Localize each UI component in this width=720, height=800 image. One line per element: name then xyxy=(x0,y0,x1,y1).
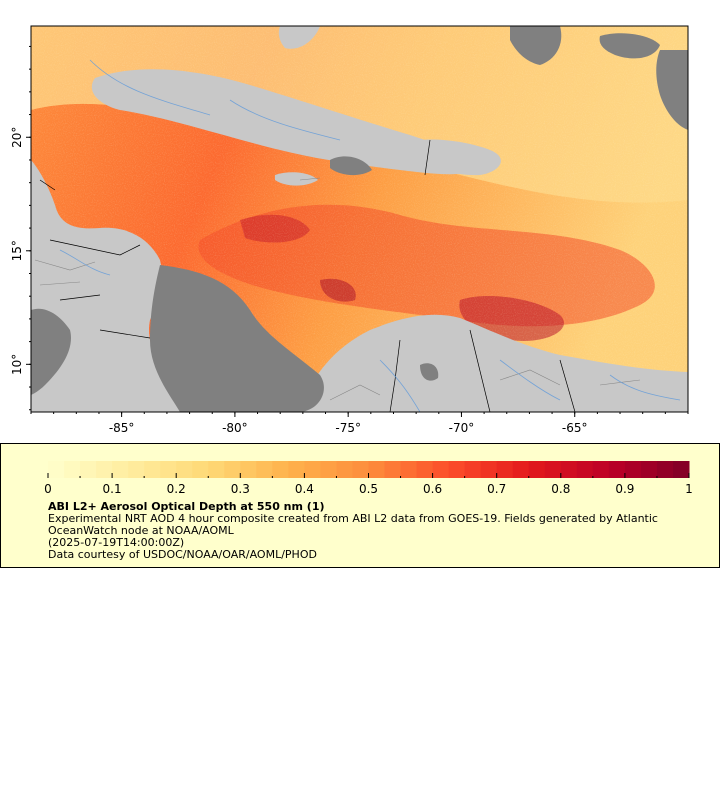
colorbar-tick-label: 0 xyxy=(44,482,52,496)
colorbar-cell xyxy=(64,461,81,478)
colorbar-tick-label: 0.7 xyxy=(487,482,506,496)
land-hispaniola xyxy=(420,139,501,176)
colorbar-tick-label: 0.3 xyxy=(231,482,250,496)
colorbar-cell xyxy=(608,461,626,478)
lat-ticks: 10° 15° 20° xyxy=(10,45,31,411)
lon-tick-label: -70° xyxy=(449,421,475,435)
colorbar-tick-label: 0.1 xyxy=(103,482,122,496)
map-frame xyxy=(30,25,689,413)
colorbar-cell xyxy=(400,461,418,478)
land-central-america xyxy=(31,160,205,412)
colorbar-cell xyxy=(496,461,514,478)
colorbar-cell xyxy=(112,461,129,478)
legend-description: Experimental NRT AOD 4 hour composite cr… xyxy=(48,512,658,537)
land-jamaica xyxy=(275,172,318,186)
colorbar-tick-label: 0.5 xyxy=(359,482,378,496)
colorbar-cell xyxy=(528,461,546,478)
colorbar-cell xyxy=(576,461,594,478)
lon-tick-label: -65° xyxy=(562,421,588,435)
colorbar-cell xyxy=(96,461,113,478)
colorbar-cell xyxy=(48,461,65,478)
lat-tick-label: 20° xyxy=(10,127,24,148)
colorbar-cell xyxy=(144,461,161,478)
legend-panel: 0 0.1 0.2 0.3 0.4 0.5 0.6 0.7 0.8 0.9 1 ABI L2+ Ae… xyxy=(0,443,720,568)
colorbar-tick-label: 0.2 xyxy=(167,482,186,496)
colorbar-cell xyxy=(416,461,434,478)
colorbar: 0 0.1 0.2 0.3 0.4 0.5 0.6 0.7 0.8 0.9 1 xyxy=(44,461,693,496)
colorbar-cell xyxy=(544,461,562,478)
lon-ticks: -85° -80° -75° -70° -65° xyxy=(30,412,689,435)
colorbar-cell xyxy=(640,461,658,478)
lon-tick-label: -75° xyxy=(335,421,361,435)
colorbar-tick-label: 0.6 xyxy=(423,482,442,496)
colorbar-cell xyxy=(336,461,353,478)
colorbar-cell xyxy=(288,461,305,478)
colorbar-tick-label: 1 xyxy=(685,482,693,496)
colorbar-cell xyxy=(672,461,690,478)
lon-tick-label: -80° xyxy=(222,421,248,435)
colorbar-cell xyxy=(208,461,225,478)
lat-tick-label: 10° xyxy=(10,354,24,375)
colorbar-cell xyxy=(448,461,466,478)
land-guajira xyxy=(390,315,432,340)
border-lines xyxy=(39,139,576,412)
colorbar-cell xyxy=(272,461,289,478)
colorbar-cell xyxy=(592,461,610,478)
colorbar-cell xyxy=(176,461,193,478)
colorbar-cell xyxy=(160,461,177,478)
colorbar-tick-label: 0.9 xyxy=(615,482,634,496)
colorbar-cell xyxy=(384,461,402,478)
colorbar-cell xyxy=(432,461,450,478)
colorbar-cell xyxy=(352,461,369,478)
colorbar-cell xyxy=(256,461,273,478)
rivers xyxy=(59,59,681,412)
colorbar-cell xyxy=(464,461,482,478)
legend-credit: Data courtesy of USDOC/NOAA/OAR/AOML/PHO… xyxy=(48,548,317,561)
legend-title: ABI L2+ Aerosol Optical Depth at 550 nm … xyxy=(48,500,325,513)
colorbar-cell xyxy=(368,461,386,478)
colorbar-cell xyxy=(320,461,337,478)
colorbar-cell xyxy=(480,461,498,478)
colorbar-cell xyxy=(304,461,321,478)
colorbar-cell xyxy=(512,461,530,478)
no-data-ne-2 xyxy=(599,33,660,59)
admin-lines xyxy=(34,177,641,401)
colorbar-cell xyxy=(224,461,241,478)
colorbar-cell xyxy=(624,461,642,478)
no-data-cuba-south xyxy=(330,156,372,176)
colorbar-cell xyxy=(240,461,257,478)
colorbar-cell xyxy=(128,461,145,478)
colorbar-cell xyxy=(560,461,578,478)
colorbar-cell xyxy=(656,461,674,478)
legend-time: (2025-07-19T14:00:00Z) xyxy=(48,536,185,549)
no-data-caribbean-sw xyxy=(150,265,324,412)
land-cuba xyxy=(91,69,480,175)
no-data-ne-1 xyxy=(510,26,562,65)
no-data-pacific xyxy=(31,308,71,395)
colorbar-cell xyxy=(192,461,209,478)
no-data-e xyxy=(656,50,688,130)
colorbar-tick-label: 0.4 xyxy=(295,482,314,496)
lat-tick-label: 15° xyxy=(10,240,24,261)
lon-tick-label: -85° xyxy=(109,421,135,435)
aod-map[interactable]: -85° -80° -75° -70° -65° 10° 15° 20° xyxy=(0,0,720,440)
colorbar-cell xyxy=(80,461,97,478)
colorbar-tick-label: 0.8 xyxy=(551,482,570,496)
no-data-colombia xyxy=(420,363,439,381)
land-florida xyxy=(278,26,320,49)
